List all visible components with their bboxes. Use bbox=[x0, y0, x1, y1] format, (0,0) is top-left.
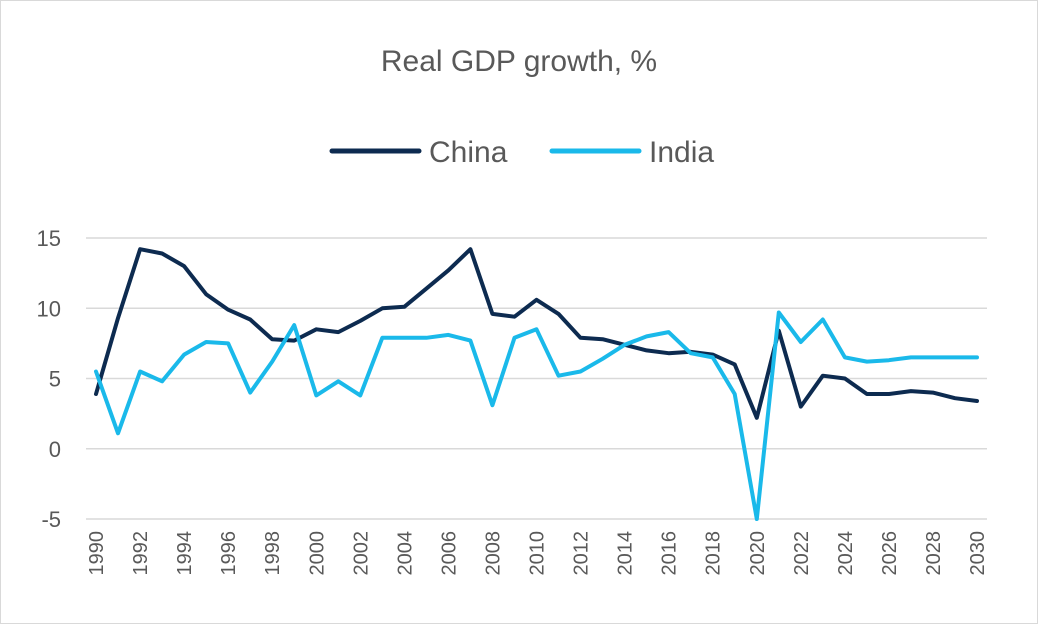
legend: China India bbox=[329, 136, 714, 169]
x-tick-label: 2006 bbox=[438, 531, 460, 576]
y-tick-label: 10 bbox=[37, 296, 61, 321]
x-tick-label: 2024 bbox=[835, 531, 857, 576]
y-tick-label: -5 bbox=[41, 507, 61, 532]
x-tick-label: 1998 bbox=[262, 531, 284, 576]
x-tick-label: 2020 bbox=[747, 531, 769, 576]
x-tick-label: 2018 bbox=[703, 531, 725, 576]
gridlines bbox=[86, 237, 987, 520]
x-tick-label: 1990 bbox=[86, 531, 108, 576]
x-tick-label: 2008 bbox=[482, 531, 504, 576]
x-tick-label: 2030 bbox=[967, 531, 989, 576]
chart-title: Real GDP growth, % bbox=[381, 45, 657, 78]
y-axis: 15 10 5 0 -5 bbox=[37, 226, 61, 532]
x-tick-label: 1992 bbox=[130, 531, 152, 576]
x-tick-label: 2004 bbox=[394, 531, 416, 576]
x-tick-label: 1994 bbox=[174, 531, 196, 576]
x-tick-label: 2028 bbox=[923, 531, 945, 576]
x-tick-label: 2002 bbox=[350, 531, 372, 576]
y-tick-label: 0 bbox=[49, 437, 61, 462]
x-tick-label: 2016 bbox=[659, 531, 681, 576]
x-axis: 1990 1992 1994 1996 1998 2000 2002 2004 2006 2008… bbox=[86, 531, 989, 576]
y-tick-label: 5 bbox=[49, 367, 61, 392]
x-tick-label: 1996 bbox=[218, 531, 240, 576]
x-tick-label: 2014 bbox=[615, 531, 637, 576]
y-tick-label: 15 bbox=[37, 226, 61, 251]
x-tick-label: 2000 bbox=[306, 531, 328, 576]
x-tick-label: 2012 bbox=[571, 531, 593, 576]
legend-label-china: China bbox=[429, 136, 508, 169]
series-line-india bbox=[94, 310, 979, 521]
x-tick-label: 2010 bbox=[527, 531, 549, 576]
x-tick-label: 2022 bbox=[791, 531, 813, 576]
legend-label-india: India bbox=[649, 136, 714, 169]
x-tick-label: 2026 bbox=[879, 531, 901, 576]
series-line-china bbox=[94, 247, 979, 420]
series-lines bbox=[94, 247, 979, 521]
